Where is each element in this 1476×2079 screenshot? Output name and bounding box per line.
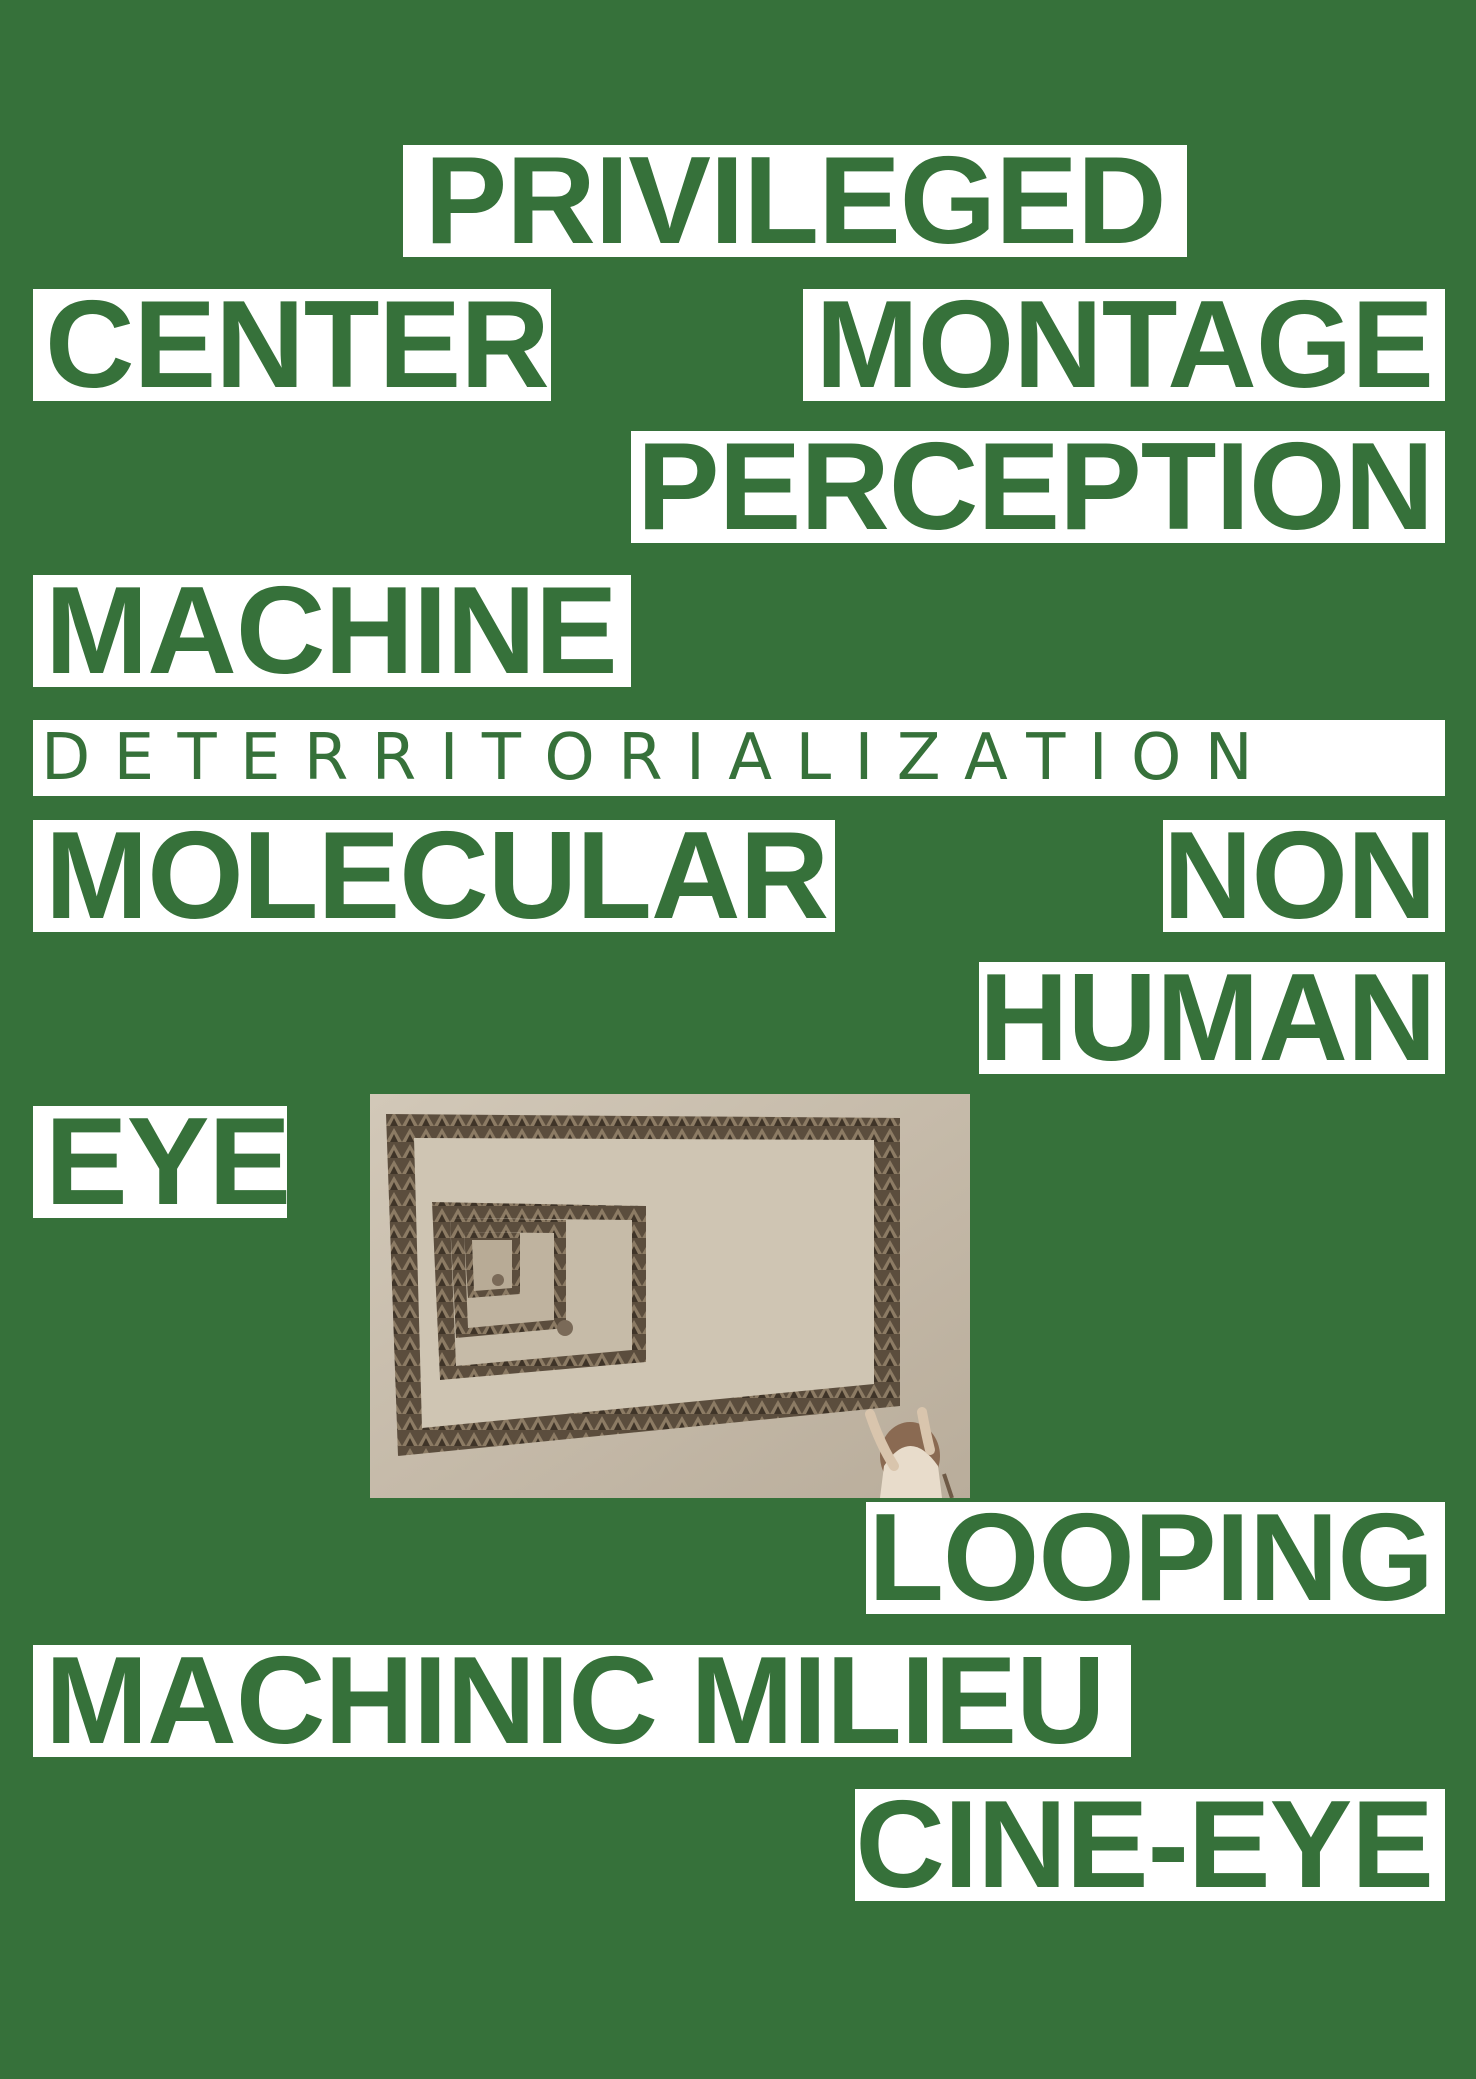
word-non: NON (1163, 820, 1445, 932)
mirror-photo (370, 1094, 970, 1498)
word-privileged: PRIVILEGED (403, 145, 1187, 257)
word-looping: LOOPING (866, 1502, 1445, 1614)
word-deterritorialization: DETERRITORIALIZATION (33, 720, 1445, 796)
word-perception: PERCEPTION (631, 431, 1445, 543)
word-molecular: MOLECULAR (33, 820, 835, 932)
word-human: HUMAN (979, 962, 1445, 1074)
mirror-photo-image (370, 1094, 970, 1498)
word-cine-eye: CINE-EYE (855, 1789, 1445, 1901)
word-machine: MACHINE (33, 575, 631, 687)
word-montage: MONTAGE (803, 289, 1445, 401)
word-machinic-milieu: MACHINIC MILIEU (33, 1645, 1131, 1757)
word-eye: EYE (33, 1106, 287, 1218)
word-center: CENTER (33, 289, 551, 401)
